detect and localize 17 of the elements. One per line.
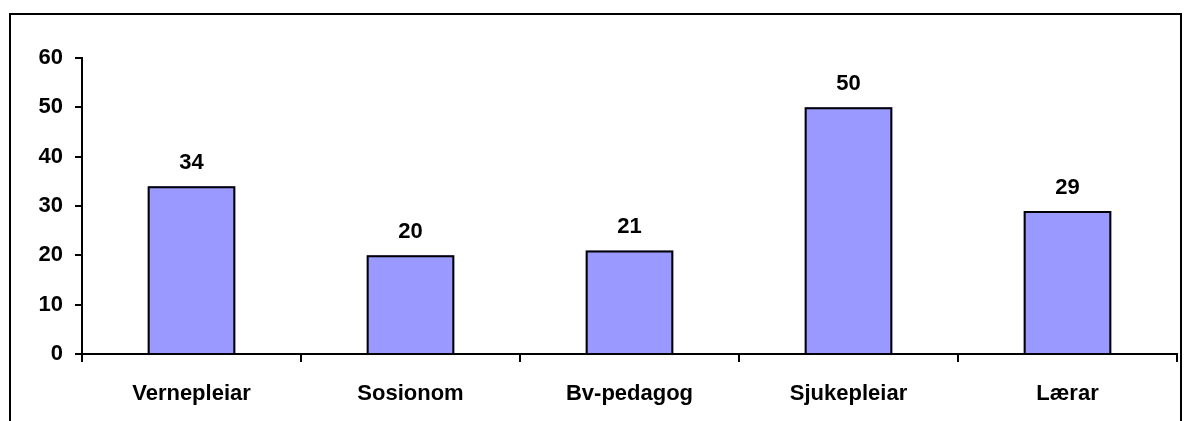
x-tick-label: Lærar xyxy=(1036,380,1100,406)
data-label: 34 xyxy=(179,149,205,175)
y-tick-label: 40 xyxy=(38,142,63,168)
y-tick-label: 10 xyxy=(38,290,63,316)
data-label: 20 xyxy=(398,218,423,244)
x-tick-label: Vernepleiar xyxy=(132,380,252,406)
y-tick-label: 30 xyxy=(38,192,63,218)
data-label: 21 xyxy=(617,213,642,239)
data-label: 50 xyxy=(836,70,861,96)
x-tick-label: Sjukepleiar xyxy=(789,380,908,406)
y-tick-label: 20 xyxy=(38,241,63,267)
data-label: 29 xyxy=(1055,174,1080,199)
y-tick-label: 60 xyxy=(38,44,63,70)
x-tick-label: Bv-pedagog xyxy=(565,380,694,406)
y-tick-label: 50 xyxy=(38,93,63,119)
x-tick-label: Sosionom xyxy=(357,380,464,406)
y-tick-label: 0 xyxy=(50,340,63,366)
